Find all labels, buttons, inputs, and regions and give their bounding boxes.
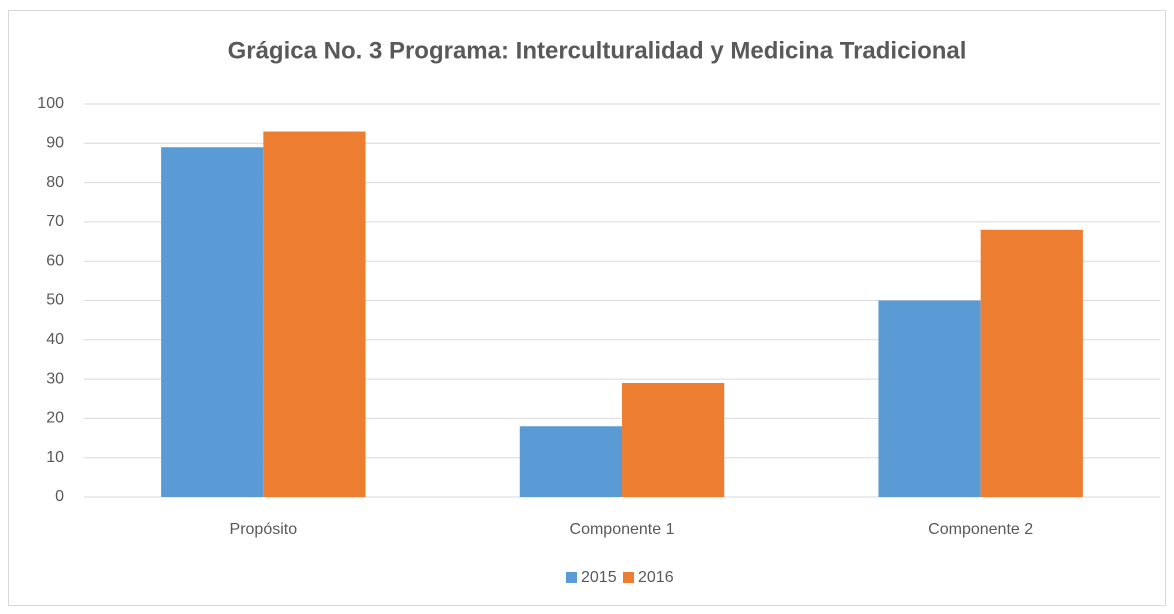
y-tick-label: 90 <box>46 135 64 152</box>
y-tick-label: 60 <box>46 252 64 269</box>
bar <box>878 300 981 497</box>
x-tick-label: Componente 1 <box>570 521 675 538</box>
legend-label: 2016 <box>638 569 674 586</box>
y-tick-label: 70 <box>46 213 64 230</box>
y-tick-label: 40 <box>46 331 64 348</box>
y-tick-label: 100 <box>37 95 64 112</box>
y-tick-label: 10 <box>46 449 64 466</box>
bar <box>161 147 264 498</box>
bar <box>519 426 622 497</box>
x-tick-label: Propósito <box>230 521 298 538</box>
y-tick-label: 80 <box>46 174 64 191</box>
bar <box>263 131 366 497</box>
legend-swatch <box>623 572 634 583</box>
x-tick-label: Componente 2 <box>928 521 1033 538</box>
y-tick-label: 20 <box>46 410 64 427</box>
legend-label: 2015 <box>581 569 617 586</box>
legend-swatch <box>566 572 577 583</box>
y-tick-label: 30 <box>46 370 64 387</box>
bar <box>980 229 1083 497</box>
chart-title: Grágica No. 3 Programa: Interculturalida… <box>228 37 967 64</box>
y-tick-label: 0 <box>55 488 64 505</box>
y-tick-label: 50 <box>46 292 64 309</box>
bar <box>622 383 725 497</box>
